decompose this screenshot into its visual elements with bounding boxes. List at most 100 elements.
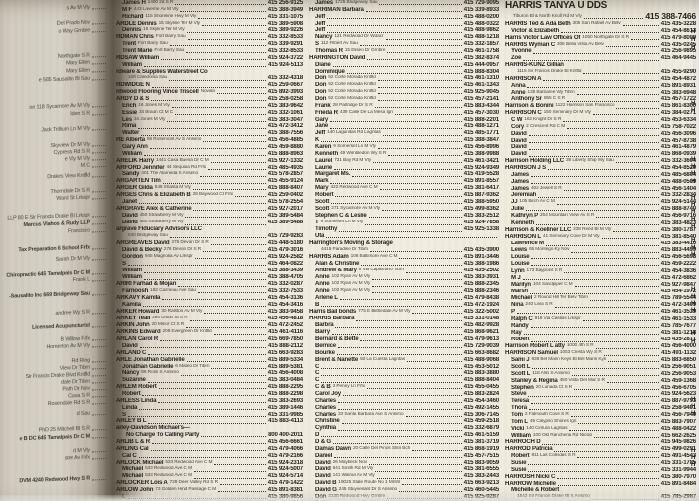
directory-entry: Susie 415 331-9944 [505,467,696,474]
directory-entry: 1115 Sir Francis Drake Bl Kntfld 415 455-… [505,69,696,76]
entry-address: 729 Deer Valley Rd S R [169,480,218,486]
entry-phone: 415 461-1758 [463,48,499,54]
entry-address: 841 Smith Rd M Vly [332,466,374,472]
fragment-text: Iden S R [70,110,90,118]
directory-entry: David & Becky 276 Devon Dr S R 415 479-301… [116,247,303,254]
entry-address: Fort Barry Sau [137,41,168,47]
leader-dots [185,216,266,218]
directory-entry: C 415 883-3880 [309,370,499,377]
entry-name: Harrison Holding LLC [505,158,564,165]
leader-dots [385,38,462,40]
left-page-text-fragment: o Way Grnbre [0,27,106,37]
leader-dots [210,162,266,164]
leader-dots [162,299,266,301]
leader-dots [321,141,462,143]
directory-entry: D & G 415 381-3719 [309,439,499,446]
leader-dots [576,93,659,95]
leader-dots [346,72,462,74]
entry-phone: 415 785-7677 [660,322,696,329]
entry-name: Richard [122,13,144,20]
entry-phone: 415 381-3719 [463,439,499,445]
fragment-text: Drakes View Kntfld [47,172,90,181]
entry-name: Erich [122,102,137,109]
entry-phone: 415 332-1061 [267,109,303,116]
entry-address: 276 Devon Dr S R [163,246,202,252]
leader-dots [532,368,659,370]
leader-dots [337,408,462,410]
leader-dots [218,491,266,493]
entry-phone: 415 383-3047 [267,116,303,123]
directory-entry: Erich 16 Jones M Vly 415 383-9642 [116,103,303,110]
entry-name: Robert [315,192,334,199]
entry-address: 916 Via Casitas Lrkspr [534,315,581,321]
entry-address: 162 Knight Dr S R [524,117,562,122]
entry-name: Janet [122,198,137,205]
entry-name: Jeff [315,130,326,137]
entry-phone: 415 927-1332 [267,157,303,164]
entry-name: Charles [315,397,336,404]
directory-entry: Harrison Robert L atty 1000 4th S R 415 45… [505,343,696,350]
leader-dots [525,210,659,212]
directory-entry: Anne 135 Barbaree Wy Tibrn 415 383-6948 [505,90,696,97]
leader-dots [359,45,462,47]
entry-phone: 415 472-3412 [267,123,303,130]
fragment-text: Northgate S R [57,52,90,60]
leader-dots [377,148,462,150]
entry-phone: 415 258-9401 [660,405,696,412]
leader-dots [148,422,267,424]
directory-entry: ARLOCK Michael 533 Redwood Ave C M 415 924… [116,460,303,467]
leader-dots [234,196,266,198]
leader-dots [160,340,266,342]
entry-address: 1053 Cresta Wy S R [559,350,602,356]
leader-dots [186,52,266,54]
fragment-text: DVM 4240 Redwood Hwy S R [19,475,90,485]
entry-address: 105 Birch Av C M [519,199,555,205]
directory-column-middle: James 1725 Bridgeway Sau 415 729-9095 HARRI… [309,0,499,501]
directory-entry: Alan & Christine 415 388-1986 [309,261,499,268]
directory-entry: ARGRAVE Alex & Catherine 415 927-2017 [116,206,303,213]
entry-phone: 415 455-9290 [660,69,696,75]
leader-dots [327,17,462,19]
entry-name: Jeff [315,20,326,27]
directory-entry: Scott L 118 Allin S Ansimo 415 256-9053 [505,371,696,378]
leader-dots [142,395,266,397]
directory-entry: William 100 Old Rancheria Rd Nicsio 415 66… [505,433,696,440]
directory-entry: HARROSH Nicki C 415 380-7970 [505,474,696,481]
directory-entry: Daniel 415 457-7515 [309,453,499,460]
entry-address: 1400 2d S R [147,0,174,5]
entry-phone: 415 388-4705 [267,274,303,281]
entry-phone: 415 435-3228 [660,21,696,27]
directory-entry: Tom 2 Falmouth Cove S R 415 456-7940 [505,412,696,419]
directory-entry: HARRIMAN Barbara 415 339-8933 [309,7,499,14]
leader-dots [92,388,106,391]
entry-name: Lewis [511,247,527,254]
directory-entry: ARGREAVES David 276 Devon Dr S R 415 448-5… [116,240,303,247]
directory-entry: ARDLE Dennis 15 Skyline Ter M Vly 415 389-… [116,21,303,28]
entry-name: ARKEY Teall [116,315,151,322]
leader-dots [149,148,266,150]
cutoff-entry-fragment: H [691,454,696,461]
entry-address: 1115 Sir Francis Drake Bl Kntfld [517,69,582,74]
entry-name: David [315,466,331,473]
directory-entry: 630 Bridgeway Sau 415 729-9283 [116,233,303,240]
directory-entry: ARKER Howard 30 Ralston Av M Vly 415 383-9… [116,309,303,316]
entry-name: HARRISON J S [505,165,546,171]
entry-name: James [511,171,529,178]
leader-dots [542,443,659,445]
leader-dots [522,279,659,281]
entry-phone: 415 888-8740 [660,206,696,213]
entry-address: 88 Ross S Ansimo [141,370,179,376]
entry-name: C [315,363,320,370]
entry-phone: 415 888-2346 [463,288,499,295]
entry-name: S [315,41,319,48]
leader-dots [151,86,266,88]
entry-phone: 415 888-2201 [463,116,499,123]
entry-phone: 415 331-9944 [660,466,696,473]
entry-address: 52 Corte Morada Kntfld [328,82,376,88]
entry-address: 118 Allin S Ansimo [532,370,570,376]
directory-entry: Linda 415 389-1446 [116,405,303,412]
directory-entry: HARROD Patricia 415 499-0291 [505,446,696,453]
entry-name: Damas Dawn [315,445,351,452]
entry-address: 49 Wimbledon Wy S R [339,150,387,156]
leader-dots [331,333,462,335]
